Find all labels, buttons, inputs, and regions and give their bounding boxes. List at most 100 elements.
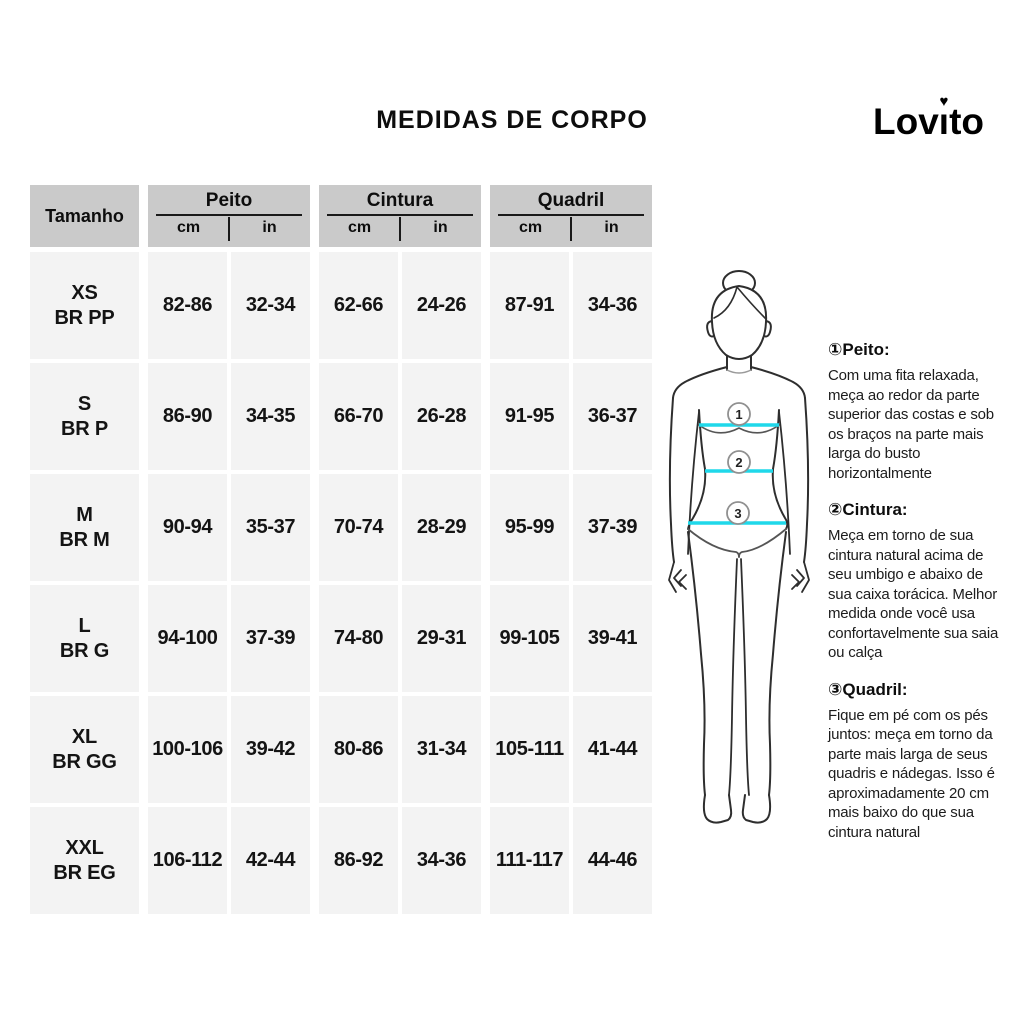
hair-line: [736, 286, 767, 320]
unit-divider: [570, 217, 572, 241]
left-leg-inner: [728, 558, 738, 796]
right-foot: [741, 794, 772, 824]
collar: [726, 369, 752, 374]
size-label: BR P: [61, 417, 108, 440]
instruction-body: Fique em pé com os pés juntos: meça em t…: [828, 706, 995, 841]
left-fingers: [673, 569, 682, 587]
marker-number-1: 1: [735, 407, 742, 422]
left-foot: [702, 794, 733, 824]
left-hand: [668, 561, 677, 593]
instruction-body: Meça em torno de sua cintura natural aci…: [828, 527, 999, 661]
measurement-value-cell: 105-111: [490, 696, 569, 803]
measurement-value-cell: 90-94: [148, 474, 227, 581]
unit-cm: cm: [176, 219, 201, 236]
column-group-waist: Cintura cm in: [319, 185, 481, 247]
instruction-heading: ①Peito:: [828, 340, 890, 359]
marker-number-3: 3: [734, 506, 741, 521]
table-header-row: Tamanho Peito cm in Cintura cm in Quadri…: [30, 185, 654, 247]
right-fingers: [791, 574, 800, 590]
measurement-value-cell: 111-117: [490, 807, 569, 914]
right-leg-outer: [768, 531, 787, 796]
left-ear: [706, 320, 717, 338]
table-row: XS BR PP 82-86 32-34 62-66 24-26 87-91 34-36: [30, 252, 654, 359]
measurement-markers: 1 2 3: [726, 402, 751, 525]
marker-circle-3: [726, 501, 750, 525]
measurement-value-cell: 29-31: [402, 585, 481, 692]
size-cell: M BR M: [30, 474, 139, 581]
instruction-heading: ③Quadril:: [828, 679, 908, 699]
unit-cm: cm: [347, 219, 372, 236]
size-cell: XXL BR EG: [30, 807, 139, 914]
unit-cm: cm: [518, 219, 543, 236]
measurement-value-cell: 39-41: [573, 585, 652, 692]
measurement-value-cell: 34-35: [231, 363, 310, 470]
torso-right: [771, 409, 789, 530]
measurement-value-cell: 42-44: [231, 807, 310, 914]
table-row: XL BR GG 100-106 39-42 80-86 31-34 105-111 41-4…: [30, 696, 654, 803]
unit-in: in: [262, 219, 277, 236]
measurement-instructions: ①Peito: Com uma fita relaxada, meça ao r…: [828, 340, 1008, 859]
measurement-value-cell: 37-39: [573, 474, 652, 581]
measurement-value-cell: 35-37: [231, 474, 310, 581]
measurement-value-cell: 70-74: [319, 474, 398, 581]
size-label: M: [76, 503, 93, 526]
table-row: S BR P 86-90 34-35 66-70 26-28 91-95 36-37: [30, 363, 654, 470]
logo-text: to: [949, 101, 984, 142]
logo-text: i: [938, 101, 950, 142]
group-underline: [327, 214, 473, 216]
measurement-value-cell: 86-90: [148, 363, 227, 470]
page-title: MEDIDAS DE CORPO: [376, 106, 648, 134]
measurement-value-cell: 82-86: [148, 252, 227, 359]
measurement-value-cell: 24-26: [402, 252, 481, 359]
right-arm: [803, 397, 810, 563]
size-label: S: [77, 392, 92, 415]
size-chart-table: Tamanho Peito cm in Cintura cm in Quadri…: [30, 185, 654, 914]
measurement-value-cell: 106-112: [148, 807, 227, 914]
panty-line: [738, 528, 787, 558]
body-outline: [668, 270, 810, 824]
instruction-heading: ②Cintura:: [828, 500, 908, 519]
logo-letter-i: ♥ i: [936, 94, 950, 143]
measurement-value-cell: 66-70: [319, 363, 398, 470]
unit-row: cm in: [490, 217, 652, 241]
marker-circle-2: [727, 450, 751, 474]
size-label: BR GG: [52, 750, 117, 773]
left-shoulder: [672, 366, 728, 399]
unit-divider: [228, 217, 230, 241]
size-label: BR M: [59, 528, 110, 551]
group-label: Peito: [205, 190, 253, 211]
measurement-value-cell: 80-86: [319, 696, 398, 803]
measurement-value-cell: 26-28: [402, 363, 481, 470]
head: [710, 285, 768, 360]
logo-text: Lov: [873, 101, 939, 142]
group-label: Quadril: [537, 190, 605, 211]
body-figure-svg: 1 2 3: [668, 270, 810, 824]
unit-row: cm in: [319, 217, 481, 241]
measurement-value-cell: 87-91: [490, 252, 569, 359]
measurement-value-cell: 37-39: [231, 585, 310, 692]
instruction-section-hip: ③Quadril: Fique em pé com os pés juntos:…: [828, 680, 1008, 843]
column-group-chest: Peito cm in: [148, 185, 310, 247]
bust-curve: [698, 424, 780, 434]
measurement-value-cell: 99-105: [490, 585, 569, 692]
measurement-value-cell: 94-100: [148, 585, 227, 692]
measurement-value-cell: 34-36: [573, 252, 652, 359]
right-inner-arm: [778, 411, 791, 555]
size-cell: XS BR PP: [30, 252, 139, 359]
left-fingers: [678, 574, 687, 590]
table-row: L BR G 94-100 37-39 74-80 29-31 99-105 39-41: [30, 585, 654, 692]
right-ear: [761, 320, 772, 338]
measurement-value-cell: 32-34: [231, 252, 310, 359]
measurement-value-cell: 39-42: [231, 696, 310, 803]
marker-circle-1: [727, 402, 751, 426]
measurement-value-cell: 34-36: [402, 807, 481, 914]
size-label: XXL: [65, 836, 104, 859]
size-table-rows: XS BR PP 82-86 32-34 62-66 24-26 87-91 34-36 S BR…: [30, 252, 654, 914]
unit-in: in: [433, 219, 448, 236]
size-cell: XL BR GG: [30, 696, 139, 803]
measurement-value-cell: 31-34: [402, 696, 481, 803]
size-label: BR PP: [54, 306, 115, 329]
measurement-value-cell: 36-37: [573, 363, 652, 470]
size-label: BR G: [59, 639, 110, 662]
measurement-value-cell: 28-29: [402, 474, 481, 581]
